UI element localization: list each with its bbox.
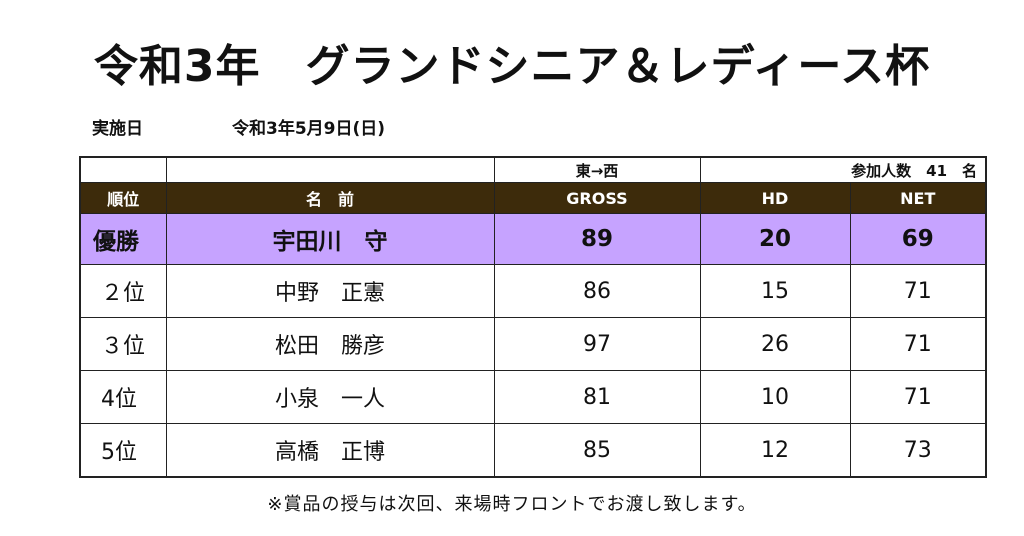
course-direction: 東→西 (493, 156, 701, 183)
table-row-winner: 優勝 宇田川 守 89 20 69 (79, 213, 987, 265)
name-cell: 中野 正憲 (165, 264, 495, 318)
name-cell: 小泉 一人 (165, 370, 495, 424)
gross-cell: 86 (493, 264, 701, 318)
header-net: NET (849, 182, 987, 214)
prize-note: ※賞品の授与は次回、来場時フロントでお渡し致します。 (267, 494, 757, 515)
rank-cell: ３位 (79, 317, 167, 371)
gross-cell: 85 (493, 423, 701, 478)
table-row: 4位 小泉 一人 81 10 71 (79, 370, 987, 424)
hd-cell: 20 (699, 213, 851, 265)
gross-cell: 89 (493, 213, 701, 265)
header-name: 名 前 (165, 182, 495, 214)
name-cell: 松田 勝彦 (165, 317, 495, 371)
header-hd: HD (699, 182, 851, 214)
event-date-value: 令和3年5月9日(日) (232, 119, 386, 139)
event-date: 実施日 令和3年5月9日(日) (92, 114, 385, 139)
rank-cell: ２位 (79, 264, 167, 318)
participant-count: 参加人数 41 名 (699, 156, 987, 183)
net-cell: 71 (849, 264, 987, 318)
net-cell: 71 (849, 317, 987, 371)
event-date-label: 実施日 (92, 119, 143, 139)
meta-blank-name (165, 156, 495, 183)
net-cell: 71 (849, 370, 987, 424)
page-title: 令和3年 グランドシニア＆レディース杯 (93, 41, 931, 92)
table-row: 5位 高橋 正博 85 12 73 (79, 423, 987, 478)
name-cell: 宇田川 守 (165, 213, 495, 265)
net-cell: 73 (849, 423, 987, 478)
gross-cell: 81 (493, 370, 701, 424)
header-gross: GROSS (493, 182, 701, 214)
hd-cell: 26 (699, 317, 851, 371)
hd-cell: 15 (699, 264, 851, 318)
rank-cell: 優勝 (79, 213, 167, 265)
hd-cell: 12 (699, 423, 851, 478)
name-cell: 高橋 正博 (165, 423, 495, 478)
table-row: ３位 松田 勝彦 97 26 71 (79, 317, 987, 371)
net-cell: 69 (849, 213, 987, 265)
table-header: 順位 名 前 GROSS HD NET (79, 182, 987, 214)
results-table: 東→西 参加人数 41 名 順位 名 前 GROSS HD NET 優勝 宇田川… (79, 156, 987, 478)
table-row: ２位 中野 正憲 86 15 71 (79, 264, 987, 318)
rank-cell: 5位 (79, 423, 167, 478)
meta-row: 東→西 参加人数 41 名 (79, 156, 987, 183)
header-rank: 順位 (79, 182, 167, 214)
meta-blank-rank (79, 156, 167, 183)
hd-cell: 10 (699, 370, 851, 424)
rank-cell: 4位 (79, 370, 167, 424)
gross-cell: 97 (493, 317, 701, 371)
